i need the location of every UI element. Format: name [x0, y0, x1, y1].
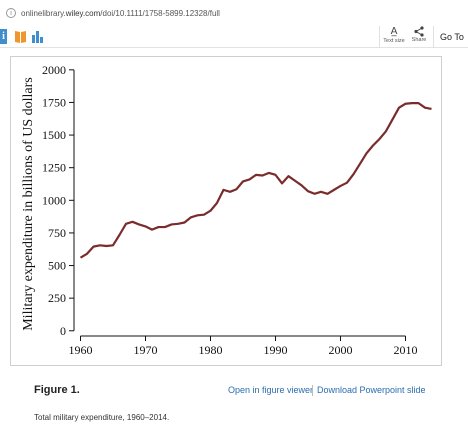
share-icon — [414, 26, 424, 37]
url-path: /doi/10.1111/1758-5899.12328/full — [100, 8, 220, 18]
x-tick-label: 1960 — [69, 343, 93, 357]
text-size-label: Text size — [383, 38, 405, 44]
x-tick-label: 1990 — [264, 343, 288, 357]
y-tick-label: 250 — [48, 291, 66, 305]
y-tick-label: 750 — [48, 226, 66, 240]
series-line-0 — [79, 101, 432, 259]
toolbar-divider — [433, 26, 434, 48]
open-in-figure-viewer-link[interactable]: Open in figure viewer — [228, 385, 314, 395]
y-axis-label: Military expenditure in billions of US d… — [21, 77, 36, 331]
link-divider — [312, 385, 313, 396]
toolbar-divider — [379, 26, 380, 48]
text-size-icon: A̲ — [390, 26, 398, 37]
x-tick-label: 1980 — [199, 343, 223, 357]
y-tick-label: 2000 — [42, 63, 66, 77]
x-tick-label: 1970 — [134, 343, 158, 357]
share-label: Share — [411, 37, 427, 43]
info-icon[interactable]: i — [0, 29, 7, 44]
x-tick-label: 2000 — [329, 343, 353, 357]
y-tick-label: 1250 — [42, 161, 66, 175]
text-size-button[interactable]: A̲ Text size — [381, 26, 407, 48]
address-bar[interactable]: i onlinelibrary. wiley.com/doi/10.1111/17… — [0, 0, 468, 26]
figure-label: Figure 1. — [34, 384, 80, 396]
x-tick-label: 2010 — [394, 343, 418, 357]
figure-caption: Total military expenditure, 1960–2014. — [34, 413, 170, 422]
info-circle-icon[interactable]: i — [6, 8, 16, 18]
y-tick-label: 500 — [48, 259, 66, 273]
go-to-button[interactable]: Go To — [440, 32, 464, 42]
line-chart: Military expenditure in billions of US d… — [21, 63, 432, 357]
bar-chart-icon[interactable] — [31, 29, 44, 44]
article-toolbar: i A̲ Text size Share Go To — [0, 26, 468, 48]
figure-caption-row: Figure 1. Open in figure viewer Download… — [34, 384, 454, 400]
download-powerpoint-link[interactable]: Download Powerpoint slide — [317, 385, 426, 395]
figure-frame — [10, 56, 442, 366]
share-button[interactable]: Share — [407, 26, 431, 48]
y-tick-label: 1750 — [42, 95, 66, 109]
book-icon[interactable] — [14, 29, 27, 44]
y-tick-label: 1000 — [42, 193, 66, 207]
url-prefix: onlinelibrary. — [21, 8, 66, 18]
url-host: wiley.com — [65, 8, 101, 18]
y-tick-label: 1500 — [42, 128, 66, 142]
y-tick-label: 0 — [60, 324, 66, 338]
